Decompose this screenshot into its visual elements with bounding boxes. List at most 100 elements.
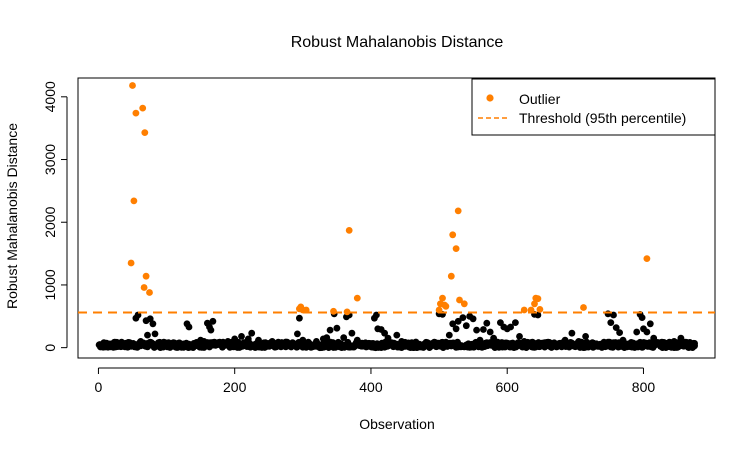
- inlier-point: [554, 340, 562, 348]
- inlier-point: [333, 324, 341, 332]
- inlier-point: [507, 323, 514, 331]
- inlier-point: [381, 329, 388, 337]
- outlier-point: [127, 259, 135, 267]
- inlier-point: [244, 335, 252, 343]
- x-axis: 0 200 400 600 800: [95, 367, 655, 395]
- inlier-point: [449, 320, 457, 328]
- inlier-point: [626, 340, 634, 348]
- y-tick-label: 0: [42, 344, 58, 352]
- inlier-point: [486, 328, 494, 336]
- inlier-point: [180, 340, 188, 348]
- outlier-point: [456, 296, 463, 304]
- inlier-point: [115, 343, 123, 350]
- outlier-point: [343, 308, 351, 316]
- inlier-point: [255, 336, 262, 344]
- y-axis: 0 1000 2000 3000 4000: [42, 81, 68, 352]
- y-tick-label: 1000: [42, 269, 58, 300]
- inlier-point: [445, 331, 453, 339]
- inlier-point: [348, 329, 356, 337]
- x-tick-label: 400: [359, 379, 383, 395]
- inlier-point: [110, 343, 117, 351]
- outlier-point: [142, 272, 150, 280]
- outlier-point: [132, 109, 140, 117]
- outlier-point: [141, 129, 149, 137]
- inlier-point: [525, 340, 533, 348]
- y-tick-label: 4000: [42, 81, 58, 112]
- inlier-point: [512, 319, 519, 326]
- inlier-point: [454, 317, 462, 325]
- inlier-point: [282, 338, 290, 346]
- inlier-point: [607, 319, 615, 326]
- inlier-point: [638, 314, 646, 321]
- inlier-point: [619, 336, 627, 344]
- inlier-point: [670, 338, 678, 345]
- inlier-point: [137, 338, 145, 345]
- legend-entry-threshold: Threshold (95th percentile): [519, 110, 686, 126]
- inlier-point: [275, 341, 283, 348]
- inlier-point: [294, 330, 301, 338]
- inlier-point: [691, 342, 698, 350]
- x-tick-label: 0: [95, 379, 103, 395]
- inlier-point: [268, 338, 276, 345]
- inlier-point: [599, 340, 606, 348]
- inlier-point: [657, 339, 664, 346]
- inlier-point: [173, 341, 181, 349]
- inlier-point: [452, 325, 460, 333]
- inlier-point: [125, 340, 133, 348]
- outlier-point: [439, 294, 446, 302]
- inlier-point: [589, 339, 596, 346]
- inlier-point: [582, 333, 589, 340]
- inlier-point: [459, 314, 467, 321]
- outlier-point: [129, 82, 136, 89]
- inlier-point: [411, 342, 419, 350]
- outlier-point: [353, 294, 361, 302]
- legend-box: [471, 78, 716, 136]
- legend-outlier-marker: [486, 94, 494, 102]
- inlier-point: [146, 315, 154, 323]
- inlier-point: [159, 341, 167, 348]
- outlier-point: [452, 245, 460, 253]
- inlier-point: [209, 317, 217, 325]
- inlier-point: [185, 323, 193, 331]
- inlier-point: [151, 330, 159, 338]
- inlier-point: [149, 320, 157, 328]
- inlier-point: [469, 315, 477, 323]
- inlier-point: [224, 338, 232, 345]
- inlier-point: [289, 339, 296, 346]
- inlier-point: [166, 342, 174, 350]
- inlier-point: [684, 340, 692, 348]
- inlier-point: [516, 333, 523, 340]
- inlier-point: [388, 339, 395, 346]
- inlier-point: [561, 336, 569, 344]
- inlier-point: [432, 339, 440, 346]
- outlier-point: [146, 289, 153, 296]
- inlier-point: [425, 340, 433, 348]
- inlier-point: [340, 334, 348, 341]
- inlier-point: [200, 338, 208, 345]
- inlier-point: [677, 334, 685, 342]
- inlier-point: [548, 341, 555, 349]
- outlier-point: [345, 227, 353, 234]
- inlier-point: [323, 334, 331, 341]
- inlier-point: [476, 336, 484, 344]
- inlier-point: [663, 340, 671, 348]
- inlier-point: [353, 336, 361, 344]
- outlier-point: [447, 272, 455, 280]
- y-tick-label: 2000: [42, 206, 58, 237]
- inlier-point: [480, 326, 487, 333]
- outlier-point: [520, 306, 528, 314]
- x-axis-label: Observation: [359, 416, 434, 432]
- inlier-point: [217, 341, 225, 348]
- outlier-point: [580, 304, 587, 311]
- outlier-point: [454, 207, 462, 215]
- y-tick-label: 3000: [42, 144, 58, 175]
- inlier-point: [541, 339, 549, 346]
- inlier-point: [248, 329, 256, 337]
- inlier-point: [207, 326, 215, 334]
- outlier-point: [330, 307, 337, 315]
- inlier-point: [616, 329, 623, 336]
- inlier-point: [393, 331, 401, 339]
- inlier-point: [493, 339, 501, 346]
- outlier-point: [460, 300, 468, 308]
